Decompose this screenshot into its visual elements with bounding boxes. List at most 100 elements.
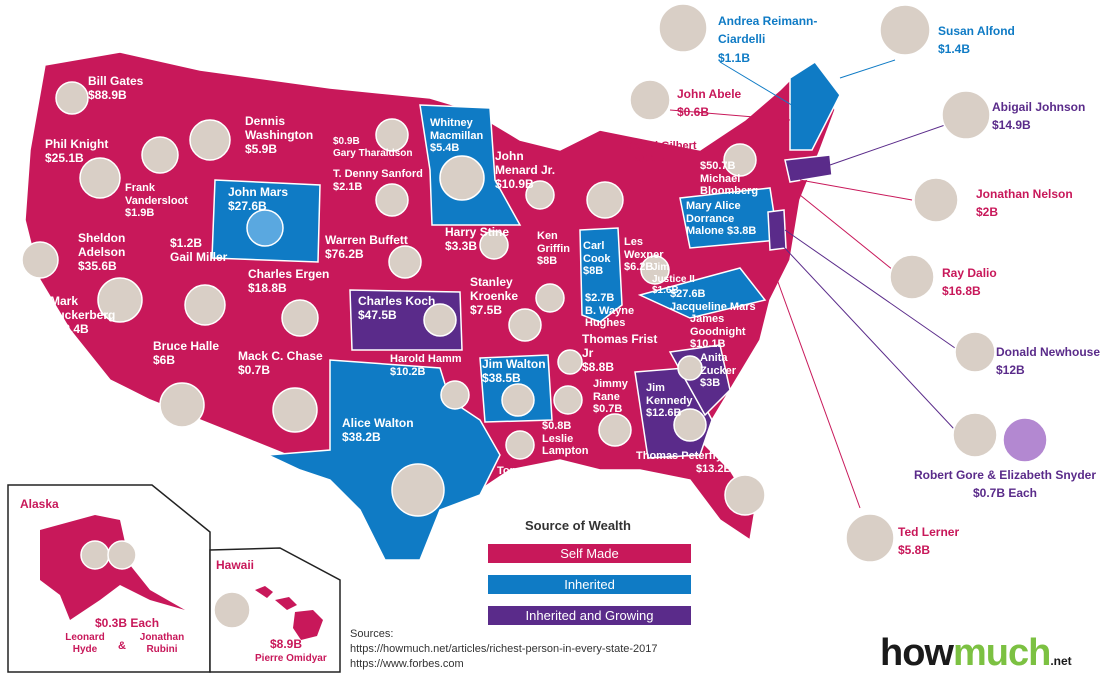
hawaii-value: $8.9B (270, 637, 303, 651)
label-mark-zuckerberg: Mark Zuckerberg $62.4B (50, 294, 115, 336)
label-charles-koch: Charles Koch $47.5B (358, 294, 448, 323)
person-name: John Mars (228, 185, 289, 199)
person-name: Whitney Macmillan (430, 117, 484, 142)
avatar (677, 355, 703, 381)
avatar (658, 3, 708, 53)
net-worth: $6B (153, 352, 176, 367)
label-frank-vandersloot: Frank Vandersloot $1.9B (125, 182, 205, 220)
portraits (21, 3, 1048, 629)
net-worth: $8B (583, 265, 604, 278)
avatar (375, 183, 409, 217)
net-worth: $6.1B (635, 152, 665, 165)
avatar (941, 90, 991, 140)
net-worth: $2.1B (333, 180, 363, 193)
label-charles-ergen: Charles Ergen $18.8B (248, 267, 343, 296)
avatar (505, 430, 535, 460)
logo-how: how (880, 632, 954, 674)
avatar (391, 463, 445, 517)
label-les-wexner: Les Wexner $6.2B (624, 236, 684, 274)
person-name: Stanley Kroenke (470, 275, 519, 303)
avatar (479, 230, 509, 260)
person-name: Leslie Lampton (542, 432, 589, 458)
net-worth: $0.6B (677, 105, 710, 120)
label-bill-gates: Bill Gates $88.9B (88, 74, 143, 103)
net-worth: $1.4B (938, 42, 971, 57)
label-thomas-peterffy: Thomas Peterffy $13.2B (636, 450, 736, 475)
person-name: T. Denny Sanford (333, 168, 423, 180)
label-anita-zucker: Anita Zucker $3B (700, 352, 745, 390)
label-sheldon-adelson: Sheldon Adelson $35.6B (78, 231, 148, 273)
person-name: Harold Hamm (390, 353, 462, 365)
avatar (557, 349, 583, 375)
hawaii-title: Hawaii (216, 558, 255, 572)
label-ken-griffin: Ken Griffin $8B (537, 230, 577, 268)
net-worth: $13.2B (696, 462, 732, 475)
label-ray-dalio: Ray Dalio $16.8B (942, 264, 1042, 301)
person-name: Mary Alice Dorrance Malone (686, 200, 741, 238)
person-name: Jonathan Nelson (976, 187, 1073, 201)
person-name: Ken Griffin (537, 230, 570, 255)
avatar (640, 255, 670, 285)
label-bruce-halle: Bruce Halle $6B (153, 339, 228, 368)
person-name: Carl Cook (583, 240, 611, 265)
hawaii-islands (255, 586, 323, 640)
net-worth: $27.6B (670, 288, 706, 300)
label-abigail-johnson: Abigail Johnson $14.9B (992, 98, 1112, 135)
sources: Sources: https://howmuch.net/articles/ri… (350, 627, 658, 672)
person-name: Robert Gore & Elizabeth Snyder (913, 468, 1097, 482)
label-warren-buffett: Warren Buffett $76.2B (325, 233, 415, 262)
label-phil-knight: Phil Knight $25.1B (45, 137, 125, 166)
label-mack-c-chase: Mack C. Chase $0.7B (238, 349, 333, 378)
avatar (673, 408, 707, 442)
net-worth: $3.3B (445, 238, 478, 253)
label-dennis-washington: Dennis Washington $5.9B (245, 114, 325, 156)
alaska-value: $0.3B Each (95, 616, 160, 630)
label-michael-bloomberg: $50.7B Michael Bloomberg (700, 160, 770, 198)
person-name: Susan Alfond (938, 24, 1015, 38)
person-name: Donald Newhouse (996, 345, 1101, 359)
net-worth: $8B (537, 255, 558, 268)
person-name: Charles Koch (358, 294, 436, 308)
net-worth: $12.6B (646, 407, 682, 420)
avatar (845, 513, 895, 563)
label-thomas-frist: Thomas Frist Jr $8.8B (582, 332, 672, 374)
net-worth: $25.1B (45, 150, 84, 165)
label-ted-lerner: Ted Lerner $5.8B (898, 523, 998, 560)
howmuch-logo: howmuch.net (880, 632, 1072, 675)
label-jim-kennedy: Jim Kennedy $12.6B (646, 382, 706, 420)
label-mary-alice-dorrance: Mary Alice Dorrance Malone $3.8B (686, 200, 771, 238)
label-stanley-kroenke: Stanley Kroenke $7.5B (470, 275, 530, 317)
person-name: Charles Ergen (248, 267, 330, 281)
avatar (954, 331, 996, 373)
alaska-name-2: Jonathan Rubini (139, 632, 185, 655)
avatar (189, 119, 231, 161)
avatar (159, 382, 205, 428)
avatar (439, 155, 485, 201)
state-maine (789, 60, 841, 151)
net-worth: $2.6B (497, 477, 527, 490)
avatar (525, 180, 555, 210)
source-link-forbes[interactable]: https://www.forbes.com (350, 658, 464, 670)
alaska-title: Alaska (20, 497, 59, 511)
net-worth: $1.2B (170, 236, 203, 250)
alaska-ampersand: & (118, 640, 126, 652)
source-link-howmuch[interactable]: https://howmuch.net/articles/richest-per… (350, 643, 658, 655)
person-name: Thomas Frist Jr (582, 332, 658, 360)
net-worth: $10.2B (390, 365, 426, 378)
person-name: Alice Walton (342, 416, 414, 430)
net-worth: $50.7B (700, 160, 736, 172)
label-jim-justice: Jim Justice II $1.6B (652, 262, 702, 297)
net-worth: $7.5B (470, 302, 503, 317)
label-susan-alfond: Susan Alfond $1.4B (938, 22, 1048, 59)
avatar (586, 181, 624, 219)
net-worth: $6.2B (624, 261, 654, 274)
avatar (1002, 417, 1048, 463)
hawaii-name: Pierre Omidyar (255, 653, 327, 664)
person-name: Les Wexner (624, 236, 664, 261)
label-jimmy-rane: Jimmy Rane $0.7B (593, 378, 643, 416)
net-worth: $0.9B (333, 136, 360, 147)
net-worth: $1.1B (718, 50, 751, 65)
net-worth: $3B (700, 377, 721, 390)
logo-net: .net (1050, 654, 1072, 668)
